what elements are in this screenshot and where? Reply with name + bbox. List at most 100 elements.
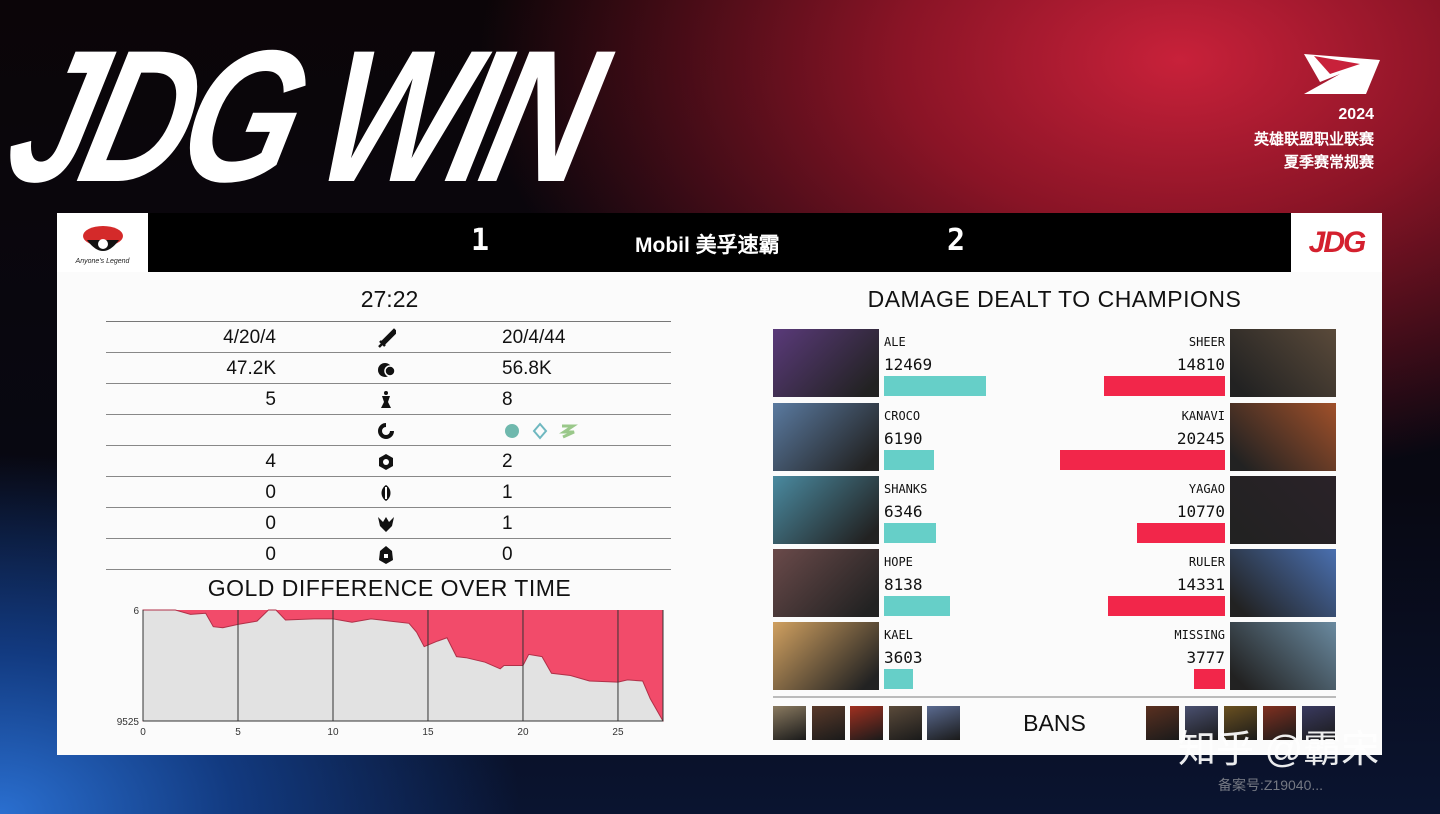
damage-bar-left xyxy=(884,376,986,396)
damage-row: ALE 12469 SHEER 14810 xyxy=(773,329,1336,397)
damage-value-right: 14810 xyxy=(1176,355,1225,374)
player-name-right: MISSING xyxy=(1174,628,1225,642)
champion-portrait-left xyxy=(773,476,879,544)
scoreboard-bar: Anyone's Legend 1 2 JDG xyxy=(57,213,1382,272)
player-name-left: KAEL xyxy=(884,628,913,642)
chemtech-drake-icon xyxy=(559,424,578,439)
stat-left-value: 5 xyxy=(265,389,276,410)
y-tick-label: 6 xyxy=(133,606,139,617)
league-name: 英雄联盟职业联赛 xyxy=(1253,131,1374,148)
damage-value-left: 3603 xyxy=(884,648,923,667)
watermark: 知乎 @霸宋 xyxy=(1178,729,1380,771)
champion-portrait-right xyxy=(1230,329,1336,397)
y-tick-label: 9525 xyxy=(117,717,140,728)
damage-row: SHANKS 6346 YAGAO 10770 xyxy=(773,476,1336,544)
damage-bar-right xyxy=(1137,523,1225,543)
player-name-right: RULER xyxy=(1188,555,1225,569)
herald-icon xyxy=(381,485,391,501)
champion-portrait-right xyxy=(1230,476,1336,544)
sponsor-logo: Mobil 美孚速霸 xyxy=(635,234,780,257)
gold-difference-chart: 0 5 10 15 20 25 6 9525 xyxy=(117,606,664,738)
league-year: 2024 xyxy=(1338,106,1374,123)
player-name-left: CROCO xyxy=(884,409,921,423)
bans-label: BANS xyxy=(1023,710,1086,736)
ban-champion-left xyxy=(927,706,960,740)
team-logo-jdg: JDG xyxy=(1291,213,1382,272)
damage-value-left: 6346 xyxy=(884,502,923,521)
damage-value-left: 6190 xyxy=(884,429,923,448)
sword-icon xyxy=(378,328,396,348)
x-tick-label: 25 xyxy=(612,727,624,738)
elder-icon xyxy=(379,546,393,564)
ban-champion-right xyxy=(1185,706,1218,740)
stat-left-value: 47.2K xyxy=(226,358,276,379)
player-name-right: SHEER xyxy=(1188,335,1225,349)
damage-bar-right xyxy=(1104,376,1225,396)
damage-row: CROCO 6190 KANAVI 20245 xyxy=(773,403,1336,471)
stat-left-value: 0 xyxy=(265,544,276,565)
gold-icon xyxy=(378,363,396,377)
damage-row: KAEL 3603 MISSING 3777 xyxy=(773,622,1336,690)
stats-panel: 27:22 4/20/4 20/4/44 47.2K 56.8K 5 8 4 2 0 1 0 1 0 0 … xyxy=(57,272,1382,755)
ban-champion-right xyxy=(1224,706,1257,740)
baron-icon xyxy=(378,517,394,532)
ban-champion-right xyxy=(1302,706,1335,740)
grub-icon xyxy=(379,454,393,470)
ocean-drake-icon xyxy=(505,424,519,438)
league-season: 夏季赛常规赛 xyxy=(1283,154,1374,171)
damage-value-left: 8138 xyxy=(884,575,923,594)
al-logo-text: Anyone's Legend xyxy=(75,258,130,265)
damage-bar-left xyxy=(884,450,935,470)
stat-left-value: 4 xyxy=(265,451,276,472)
ban-champion-left xyxy=(773,706,806,740)
stat-row xyxy=(106,415,671,446)
stat-right-value: 2 xyxy=(502,451,513,472)
damage-bar-left xyxy=(884,669,914,689)
team-logo-al: Anyone's Legend xyxy=(57,213,148,272)
tower-icon xyxy=(381,391,391,408)
stat-right-value: 20/4/44 xyxy=(502,327,566,348)
player-name-right: KANAVI xyxy=(1181,409,1225,423)
stat-right-value: 1 xyxy=(502,482,513,503)
champion-portrait-right xyxy=(1230,622,1336,690)
x-tick-label: 20 xyxy=(517,727,529,738)
damage-bar-left xyxy=(884,596,951,616)
x-tick-label: 15 xyxy=(422,727,434,738)
damage-value-right: 3777 xyxy=(1186,648,1225,667)
gold-difference-line xyxy=(142,609,664,722)
damage-title: DAMAGE DEALT TO CHAMPIONS xyxy=(867,286,1242,312)
divider xyxy=(773,696,1336,698)
ban-champion-right xyxy=(1146,706,1179,740)
game-time: 27:22 xyxy=(360,286,419,312)
damage-value-right: 10770 xyxy=(1176,502,1225,521)
stat-row: 47.2K 56.8K xyxy=(106,353,671,384)
stat-left-value: 0 xyxy=(265,513,276,534)
ban-champion-left xyxy=(811,706,845,740)
player-name-left: SHANKS xyxy=(884,482,928,496)
lpl-logo-icon xyxy=(1304,54,1380,94)
watermark-sub: 备案号:Z19040... xyxy=(1218,777,1324,793)
dragon-icon xyxy=(378,423,394,439)
stat-right-value: 0 xyxy=(502,544,513,565)
champion-portrait-left xyxy=(773,549,879,617)
stats-table: 4/20/4 20/4/44 47.2K 56.8K 5 8 4 2 0 1 0 1 0 0 xyxy=(106,321,671,570)
champion-portrait-right xyxy=(1230,549,1336,617)
stat-left-value: 0 xyxy=(265,482,276,503)
right-score: 2 xyxy=(947,223,966,258)
player-name-right: YAGAO xyxy=(1188,482,1225,496)
x-tick-label: 0 xyxy=(140,727,146,738)
damage-row: HOPE 8138 RULER 14331 xyxy=(773,549,1336,617)
player-name-left: HOPE xyxy=(884,555,913,569)
al-logo-icon xyxy=(82,226,123,251)
gold-chart-title: GOLD DIFFERENCE OVER TIME xyxy=(207,575,572,601)
headline: JDG WIN xyxy=(0,11,616,221)
stat-row: 4/20/4 20/4/44 xyxy=(106,322,671,353)
stat-right-value: 56.8K xyxy=(502,358,552,379)
ban-champion-right xyxy=(1263,706,1296,740)
damage-bar-right xyxy=(1194,669,1225,689)
player-name-left: ALE xyxy=(884,335,906,349)
